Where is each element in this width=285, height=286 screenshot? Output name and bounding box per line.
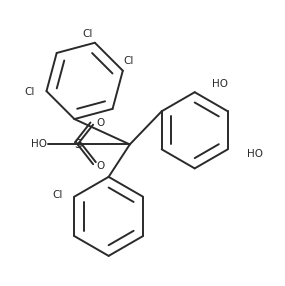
Text: Cl: Cl (53, 190, 63, 200)
Text: HO: HO (247, 149, 263, 158)
Text: O: O (96, 160, 104, 170)
Text: HO: HO (30, 139, 46, 149)
Text: Cl: Cl (82, 29, 92, 39)
Text: O: O (96, 118, 104, 128)
Text: S: S (74, 138, 81, 151)
Text: Cl: Cl (25, 87, 35, 97)
Text: HO: HO (212, 79, 228, 89)
Text: Cl: Cl (123, 57, 134, 66)
